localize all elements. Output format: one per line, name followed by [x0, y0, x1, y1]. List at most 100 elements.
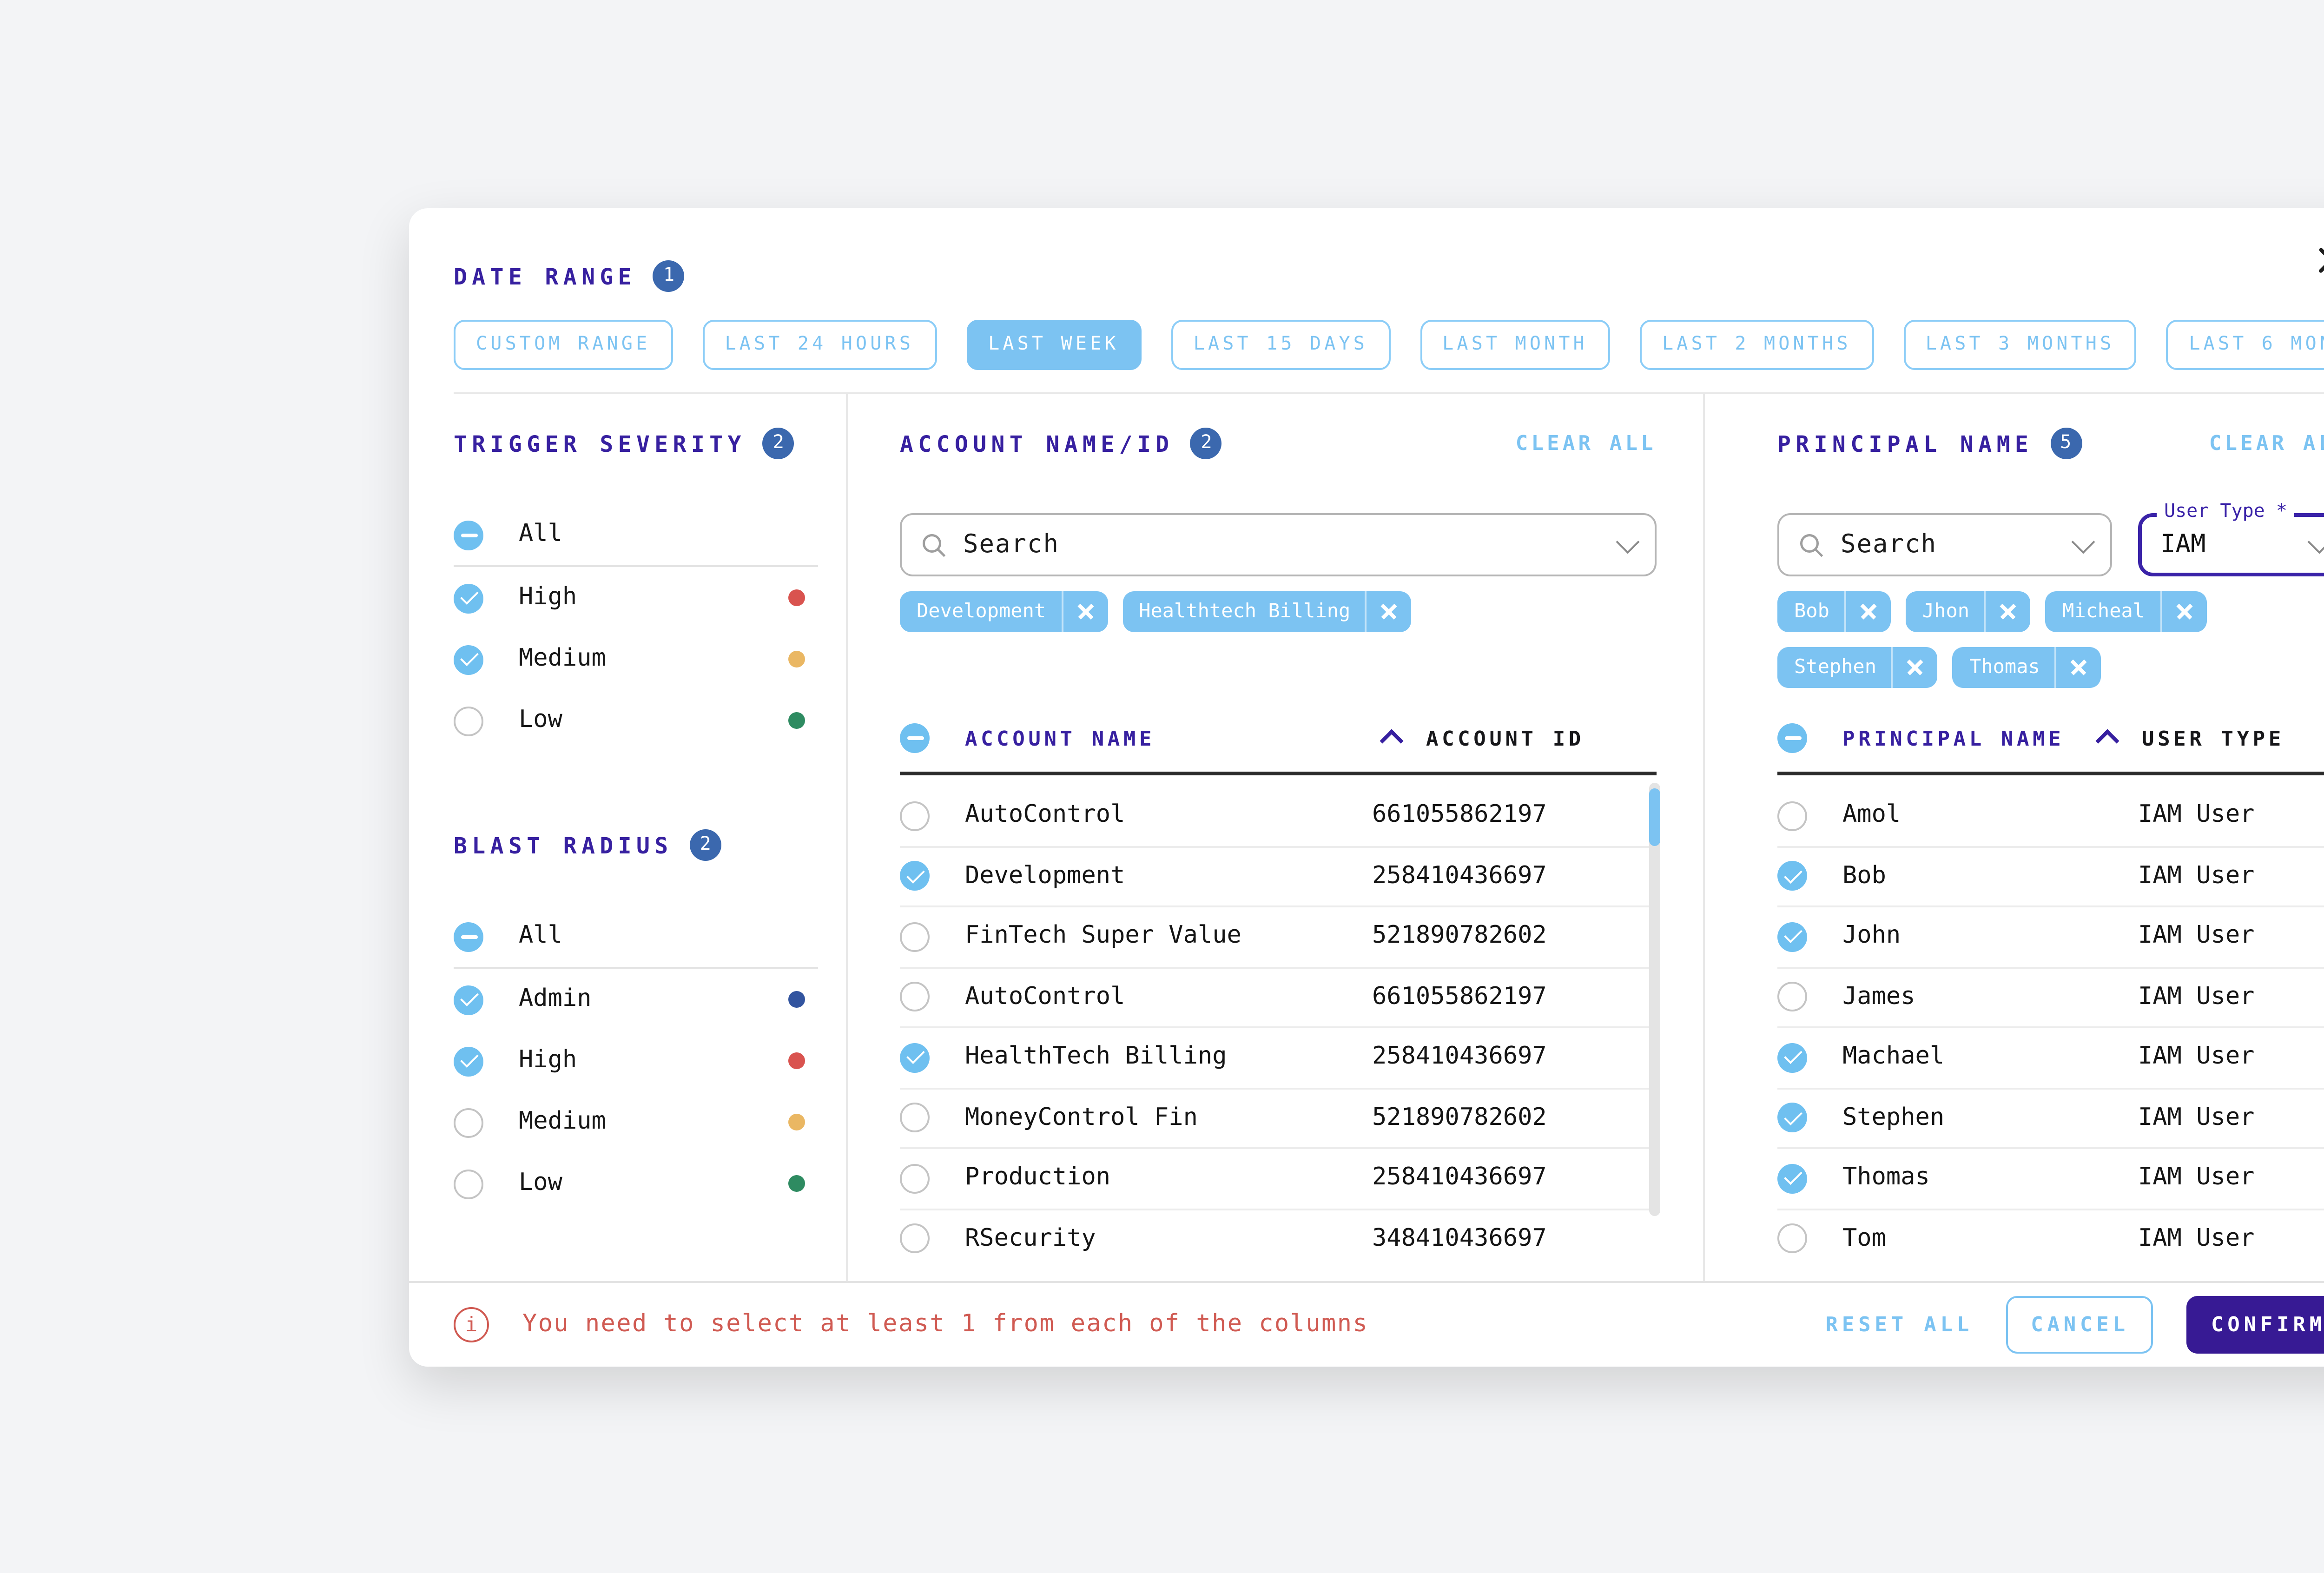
table-row[interactable]: MoneyControl Fin 521890782602 — [900, 1089, 1657, 1149]
close-icon[interactable] — [2317, 245, 2324, 275]
blast-option-medium[interactable]: Medium — [454, 1091, 846, 1153]
chevron-down-icon[interactable] — [1616, 529, 1640, 553]
user-type-select[interactable]: User Type * IAM — [2138, 502, 2324, 576]
table-row[interactable]: Bob IAM User — [1777, 847, 2324, 907]
chevron-down-icon[interactable] — [2071, 529, 2095, 553]
chip-remove-button[interactable] — [2054, 647, 2101, 688]
principal-chip-stephen[interactable]: Stephen — [1777, 647, 1938, 688]
row-checkbox[interactable] — [1777, 861, 1807, 891]
chevron-up-icon[interactable] — [2095, 729, 2119, 753]
row-checkbox[interactable] — [1777, 982, 1807, 1012]
table-row[interactable]: FinTech Super Value 521890782602 — [900, 907, 1657, 968]
principal-search-input[interactable]: Search — [1777, 513, 2112, 576]
blast-admin-dot — [788, 991, 805, 1008]
severity-option-low[interactable]: Low — [454, 690, 846, 751]
scrollbar-thumb[interactable] — [1649, 788, 1660, 846]
table-row[interactable]: Thomas IAM User — [1777, 1149, 2324, 1209]
table-row[interactable]: Amol IAM User — [1777, 786, 2324, 847]
date-chip-last-6-months[interactable]: LAST 6 MONTHS — [2166, 320, 2324, 370]
chip-remove-button[interactable] — [1365, 591, 1412, 632]
severity-option-medium[interactable]: Medium — [454, 628, 846, 690]
severity-option-high[interactable]: High — [454, 567, 846, 628]
account-search-input[interactable]: Search — [900, 513, 1657, 576]
severity-high-checkbox[interactable] — [454, 583, 483, 613]
row-checkbox[interactable] — [900, 1163, 930, 1193]
date-chip-last-24-hours[interactable]: LAST 24 HOURS — [702, 320, 937, 370]
filter-modal: DATE RANGE 1 CUSTOM RANGE LAST 24 HOURS … — [409, 208, 2324, 1367]
blast-option-admin[interactable]: Admin — [454, 969, 846, 1030]
row-checkbox[interactable] — [900, 1043, 930, 1072]
blast-admin-checkbox[interactable] — [454, 985, 483, 1014]
account-name-column-header[interactable]: ACCOUNT NAME — [965, 726, 1155, 750]
row-checkbox[interactable] — [900, 982, 930, 1012]
account-name: AutoControl — [965, 802, 1125, 830]
account-scrollbar[interactable] — [1649, 783, 1660, 1216]
row-checkbox[interactable] — [900, 922, 930, 952]
severity-high-dot — [788, 589, 805, 606]
row-checkbox[interactable] — [1777, 1224, 1807, 1254]
row-checkbox[interactable] — [1777, 801, 1807, 831]
date-chip-custom-range[interactable]: CUSTOM RANGE — [454, 320, 673, 370]
row-checkbox[interactable] — [900, 1103, 930, 1133]
chevron-up-icon[interactable] — [1380, 729, 1404, 753]
date-chip-last-3-months[interactable]: LAST 3 MONTHS — [1903, 320, 2137, 370]
principal-name: Tom — [1842, 1225, 1886, 1253]
principal-table-header: PRINCIPAL NAME USER TYPE — [1777, 723, 2324, 775]
table-row[interactable]: AutoControl 661055862197 — [900, 968, 1657, 1028]
account-selected-chips: Development Healthtech Billing — [900, 591, 1657, 688]
row-checkbox[interactable] — [1777, 1163, 1807, 1193]
blast-option-all[interactable]: All — [454, 905, 846, 967]
table-row[interactable]: HealthTech Billing 258410436697 — [900, 1028, 1657, 1089]
row-checkbox[interactable] — [900, 861, 930, 891]
confirm-button[interactable]: CONFIRM — [2186, 1296, 2324, 1354]
date-chip-last-week[interactable]: LAST WEEK — [966, 320, 1142, 370]
chip-remove-button[interactable] — [1891, 647, 1938, 688]
user-type: IAM User — [2138, 1164, 2255, 1192]
severity-option-all[interactable]: All — [454, 504, 846, 565]
row-checkbox[interactable] — [1777, 1103, 1807, 1133]
account-chip-development[interactable]: Development — [900, 591, 1108, 632]
severity-medium-checkbox[interactable] — [454, 644, 483, 674]
blast-option-low[interactable]: Low — [454, 1153, 846, 1214]
chip-remove-button[interactable] — [2159, 591, 2206, 632]
row-checkbox[interactable] — [1777, 922, 1807, 952]
chip-remove-button[interactable] — [1844, 591, 1891, 632]
principal-chip-bob[interactable]: Bob — [1777, 591, 1891, 632]
account-clear-all-button[interactable]: CLEAR ALL — [1515, 431, 1657, 456]
principal-clear-all-button[interactable]: CLEAR ALL — [2209, 431, 2324, 456]
principal-select-all-checkbox[interactable] — [1777, 723, 1807, 753]
table-row[interactable]: RSecurity 348410436697 — [900, 1209, 1657, 1268]
blast-all-checkbox[interactable] — [454, 921, 483, 951]
principal-chip-jhon[interactable]: Jhon — [1905, 591, 2031, 632]
table-row[interactable]: Stephen IAM User — [1777, 1089, 2324, 1149]
chip-remove-button[interactable] — [1061, 591, 1107, 632]
blast-high-checkbox[interactable] — [454, 1046, 483, 1076]
chip-remove-button[interactable] — [1984, 591, 2031, 632]
principal-chip-micheal[interactable]: Micheal — [2046, 591, 2206, 632]
blast-option-high[interactable]: High — [454, 1030, 846, 1091]
principal-chip-thomas[interactable]: Thomas — [1953, 647, 2101, 688]
principal-name-column-header[interactable]: PRINCIPAL NAME — [1842, 726, 2065, 750]
date-chip-last-2-months[interactable]: LAST 2 MONTHS — [1640, 320, 1874, 370]
date-chip-last-15-days[interactable]: LAST 15 DAYS — [1171, 320, 1391, 370]
row-checkbox[interactable] — [900, 1224, 930, 1254]
table-row[interactable]: AutoControl 661055862197 — [900, 786, 1657, 847]
table-row[interactable]: Machael IAM User — [1777, 1028, 2324, 1089]
table-row[interactable]: Development 258410436697 — [900, 847, 1657, 907]
account-select-all-checkbox[interactable] — [900, 723, 930, 753]
table-row[interactable]: Production 258410436697 — [900, 1149, 1657, 1209]
blast-medium-checkbox[interactable] — [454, 1107, 483, 1137]
account-chip-healthtech-billing[interactable]: Healthtech Billing — [1122, 591, 1412, 632]
cancel-button[interactable]: CANCEL — [2007, 1296, 2153, 1354]
severity-all-checkbox[interactable] — [454, 520, 483, 549]
severity-low-checkbox[interactable] — [454, 706, 483, 735]
row-checkbox[interactable] — [900, 801, 930, 831]
table-row[interactable]: James IAM User — [1777, 968, 2324, 1028]
blast-low-checkbox[interactable] — [454, 1169, 483, 1198]
date-chip-last-month[interactable]: LAST MONTH — [1420, 320, 1610, 370]
table-row[interactable]: John IAM User — [1777, 907, 2324, 968]
row-checkbox[interactable] — [1777, 1043, 1807, 1072]
reset-all-button[interactable]: RESET ALL — [1825, 1313, 1974, 1337]
divider — [454, 565, 818, 567]
table-row[interactable]: Tom IAM User — [1777, 1209, 2324, 1268]
